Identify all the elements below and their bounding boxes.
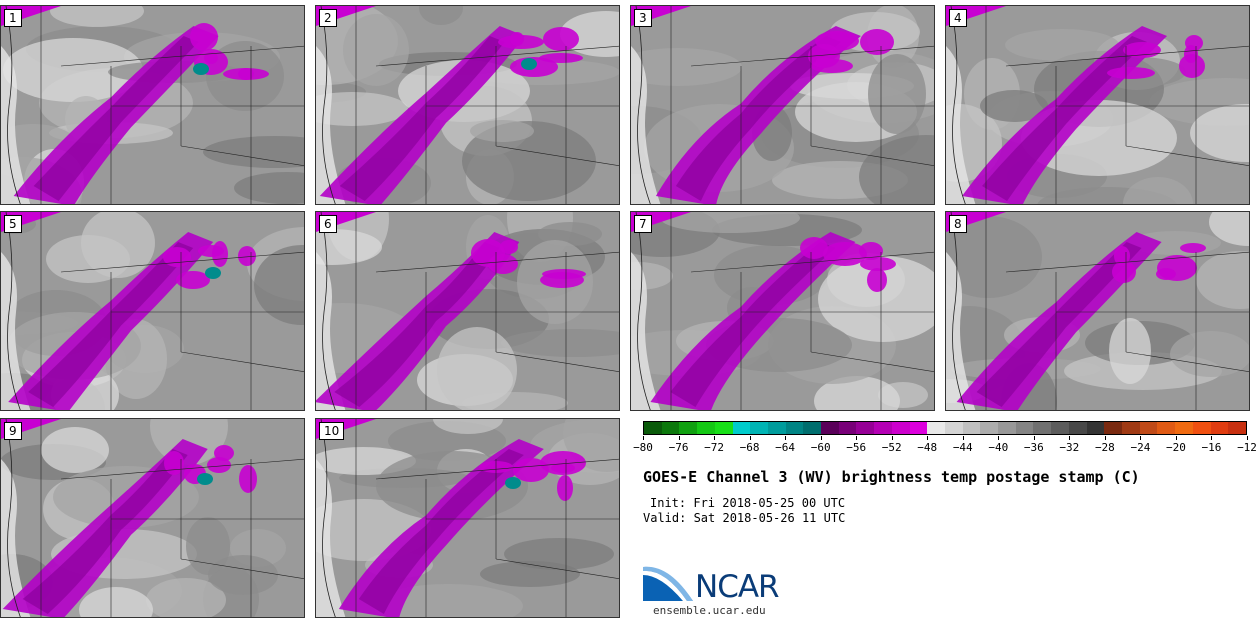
- panel-number: 4: [949, 9, 967, 27]
- colorbar-tick-label: −24: [1130, 441, 1151, 454]
- colorbar-swatch: [1104, 422, 1122, 434]
- colorbar-ticks: −80 −76 −72 −68 −64 −60 −56 −52 −48 −44 −40 −36 −32 −…: [633, 436, 1257, 460]
- panel-10: 10: [315, 418, 620, 618]
- colorbar-swatch: [856, 422, 875, 434]
- colorbar-swatch: [1192, 422, 1211, 434]
- colorbar-tick: [1211, 436, 1213, 440]
- panel-number: 10: [319, 422, 345, 440]
- panel-number: 5: [4, 215, 22, 233]
- colorbar-tick: [927, 436, 929, 440]
- site-url: ensemble.ucar.edu: [653, 604, 766, 617]
- colorbar-swatch: [679, 422, 698, 434]
- colorbar-tick-label: −80: [633, 441, 653, 454]
- valid-time: Valid: Sat 2018-05-26 11 UTC: [643, 511, 846, 525]
- colorbar-swatch: [998, 422, 1016, 434]
- panel-number: 1: [4, 9, 22, 27]
- colorbar-tick: [998, 436, 1000, 440]
- init-time: Init: Fri 2018-05-25 00 UTC: [650, 496, 846, 510]
- panel-4: 4: [945, 5, 1250, 205]
- colorbar-tick-label: −28: [1094, 441, 1115, 454]
- colorbar-swatch: [1228, 422, 1246, 434]
- colorbar-tick-label: −16: [1201, 441, 1222, 454]
- colorbar-tick-label: −72: [704, 441, 724, 454]
- colorbar-swatch: [821, 422, 839, 434]
- panel-number: 3: [634, 9, 652, 27]
- colorbar-tick: [962, 436, 964, 440]
- colorbar-tick: [1175, 436, 1177, 440]
- colorbar-tick-label: −52: [881, 441, 902, 454]
- colorbar-tick: [643, 436, 644, 440]
- colorbar-swatch: [1033, 422, 1052, 434]
- panel-5: 5: [0, 211, 305, 411]
- panel-2: 2: [315, 5, 620, 205]
- colorbar-swatch: [732, 422, 751, 434]
- panel-9: 9: [0, 418, 305, 618]
- colorbar-swatch: [1157, 422, 1176, 434]
- colorbar-swatch: [714, 422, 733, 434]
- logo-text: NCAR: [695, 569, 780, 605]
- colorbar-swatch: [1051, 422, 1069, 434]
- chart-title: GOES-E Channel 3 (WV) brightness temp po…: [643, 468, 1140, 486]
- colorbar-swatch: [909, 422, 928, 434]
- colorbar-tick-label: −20: [1166, 441, 1186, 454]
- colorbar-tick: [856, 436, 858, 440]
- panel-number: 9: [4, 422, 22, 440]
- colorbar-swatch: [1015, 422, 1034, 434]
- colorbar-swatch: [1175, 422, 1193, 434]
- colorbar-swatch: [944, 422, 963, 434]
- colorbar-tick: [714, 436, 716, 440]
- colorbar-tick: [1033, 436, 1035, 440]
- panel-3: 3: [630, 5, 935, 205]
- panel-6: 6: [315, 211, 620, 411]
- colorbar-tick-label: −76: [668, 441, 689, 454]
- colorbar-tick-label: −48: [917, 441, 938, 454]
- colorbar-swatch: [838, 422, 857, 434]
- colorbar-tick: [1104, 436, 1106, 440]
- colorbar-tick: [1247, 436, 1248, 440]
- colorbar-tick: [820, 436, 822, 440]
- colorbar-swatch: [803, 422, 822, 434]
- colorbar-swatch: [874, 422, 892, 434]
- panel-1: 1: [0, 5, 305, 205]
- colorbar: [643, 421, 1247, 435]
- colorbar-tick: [891, 436, 893, 440]
- colorbar-tick-label: −40: [988, 441, 1009, 454]
- colorbar-tick: [1140, 436, 1142, 440]
- colorbar-swatch: [962, 422, 981, 434]
- colorbar-swatch: [661, 422, 680, 434]
- colorbar-swatch: [927, 422, 945, 434]
- colorbar-swatch: [750, 422, 768, 434]
- panel-7: 7: [630, 211, 935, 411]
- colorbar-tick-label: −32: [1059, 441, 1080, 454]
- panel-8: 8: [945, 211, 1250, 411]
- colorbar-swatch: [891, 422, 910, 434]
- colorbar-tick: [1069, 436, 1071, 440]
- colorbar-tick-label: −68: [739, 441, 760, 454]
- colorbar-tick-label: −64: [775, 441, 796, 454]
- colorbar-tick: [785, 436, 787, 440]
- colorbar-swatch: [980, 422, 999, 434]
- colorbar-tick-label: −12: [1237, 441, 1257, 454]
- panel-number: 2: [319, 9, 337, 27]
- colorbar-swatch: [1210, 422, 1229, 434]
- colorbar-swatch: [1121, 422, 1140, 434]
- panel-number: 7: [634, 215, 652, 233]
- colorbar-tick: [749, 436, 751, 440]
- colorbar-tick-label: −36: [1023, 441, 1044, 454]
- colorbar-swatch: [1086, 422, 1105, 434]
- colorbar-swatch: [1139, 422, 1158, 434]
- colorbar-swatch: [785, 422, 804, 434]
- colorbar-swatch: [767, 422, 786, 434]
- panel-number: 6: [319, 215, 337, 233]
- colorbar-swatch: [644, 422, 662, 434]
- colorbar-swatch: [697, 422, 715, 434]
- ncar-logo-icon: [643, 566, 693, 601]
- colorbar-tick-label: −60: [810, 441, 831, 454]
- panel-number: 8: [949, 215, 967, 233]
- colorbar-tick-label: −44: [952, 441, 973, 454]
- colorbar-swatch: [1068, 422, 1087, 434]
- colorbar-tick: [678, 436, 680, 440]
- colorbar-tick-label: −56: [846, 441, 867, 454]
